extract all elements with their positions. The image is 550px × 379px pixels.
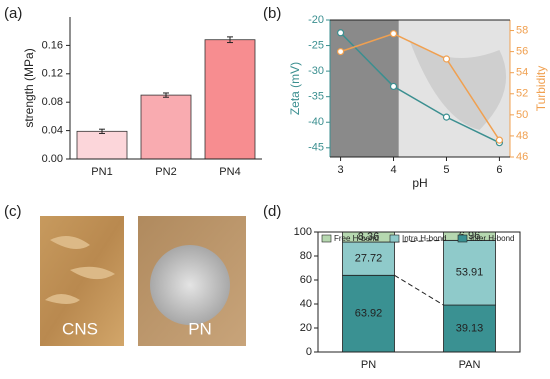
y-tick-label: 0.04: [42, 125, 63, 137]
value-label: 53.91: [456, 267, 484, 279]
y-tick-label: 80: [300, 250, 312, 262]
background-photo: [330, 20, 399, 157]
y2-tick-label: 48: [516, 130, 528, 142]
y-tick-label: 40: [300, 298, 312, 310]
y-tick-label: -20: [308, 14, 324, 26]
y-tick-label: -30: [308, 65, 324, 77]
x-tick-label: 4: [390, 164, 396, 176]
x-tick-label: 5: [443, 164, 449, 176]
x-tick-label: PN2: [155, 166, 176, 178]
y2-tick-label: 52: [516, 88, 528, 100]
connector: [394, 274, 444, 306]
legend-swatch: [457, 234, 468, 243]
photo: [40, 216, 124, 346]
y-tick-label: -25: [308, 39, 324, 51]
x-tick-label: 6: [496, 164, 502, 176]
data-point: [336, 29, 345, 37]
y2-tick-label: 46: [516, 151, 528, 163]
x-tick-label: 3: [338, 164, 344, 176]
axis: [69, 17, 262, 160]
bar-segment: [443, 239, 496, 306]
y-tick-label: 60: [300, 274, 312, 286]
bar-segment: [443, 304, 496, 353]
bar-segment: [342, 274, 395, 353]
y-tick-label: -40: [308, 116, 324, 128]
panel-label: (d): [263, 203, 281, 220]
legend-label: Inter H-bond: [470, 234, 514, 243]
y-tick-label: -35: [308, 91, 324, 103]
y-tick-label: 100: [294, 226, 312, 238]
panel-label: (a): [4, 5, 22, 22]
value-label: 8.36: [358, 231, 379, 243]
y-axis-label: strength (MPa): [22, 48, 36, 127]
bar: [140, 94, 192, 160]
y-tick-label: 0.00: [42, 153, 63, 165]
photo-caption: PN: [188, 319, 212, 338]
x-tick-label: PN1: [91, 166, 112, 178]
x-axis-label: pH: [412, 176, 427, 190]
panel-label: (c): [4, 203, 22, 220]
legend-swatch: [389, 234, 400, 243]
disc: [150, 245, 230, 325]
y-tick-label: 0.08: [42, 96, 63, 108]
data-point: [442, 55, 451, 63]
value-label: 27.72: [355, 253, 383, 265]
y-tick-label: 20: [300, 322, 312, 334]
y2-tick-label: 58: [516, 24, 528, 36]
connector: [394, 239, 444, 243]
series-line: [340, 32, 500, 144]
series-line: [340, 32, 501, 141]
data-point: [389, 30, 398, 38]
x-tick-label: PAN: [459, 359, 481, 371]
y-axis-label: Zeta (mV): [288, 62, 302, 115]
y2-axis-label: Turbidity: [534, 66, 548, 112]
legend-swatch: [321, 234, 332, 243]
data-point: [442, 113, 451, 121]
photo-panel: (c) CNS PN: [4, 203, 246, 346]
y2-tick-label: 54: [516, 67, 528, 79]
legend-label: Free H-bond: [334, 234, 379, 243]
bar-segment: [342, 241, 395, 276]
y-tick-label: 0.16: [42, 39, 63, 51]
y-tick-label: 0.12: [42, 68, 63, 80]
value-label: 63.92: [355, 308, 383, 320]
y-tick-label: -45: [308, 142, 324, 154]
panel-label: (b): [263, 5, 281, 22]
data-point: [495, 136, 504, 144]
data-point: [389, 82, 398, 91]
y-tick-label: 0: [306, 346, 312, 358]
data-point: [336, 48, 345, 56]
value-label: 39.13: [456, 322, 484, 334]
y2-tick-label: 50: [516, 109, 528, 121]
bar: [76, 130, 128, 160]
x-tick-label: PN4: [219, 166, 240, 178]
legend-label: Intra H-bond: [402, 234, 446, 243]
flake: [45, 236, 115, 304]
y2-tick-label: 56: [516, 46, 528, 58]
photo-caption: CNS: [62, 319, 98, 338]
plot-frame: [317, 231, 521, 353]
x-tick-label: PN: [361, 359, 376, 371]
background-shade: [409, 40, 507, 130]
bar: [204, 39, 256, 160]
